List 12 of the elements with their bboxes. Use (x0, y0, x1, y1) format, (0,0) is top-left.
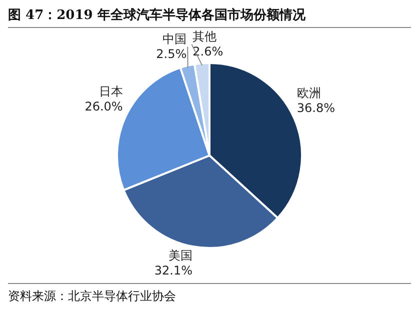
chart-title: 图 47：2019 年全球汽车半导体各国市场份额情况 (8, 6, 411, 28)
data-label: 2.5% (156, 46, 187, 61)
data-label: 26.0% (84, 100, 123, 114)
text: 资料来源：北京半导体行业协会 (8, 283, 411, 305)
slice-label: 日本 (98, 84, 123, 99)
slice-label: 美国 (168, 248, 192, 263)
data-label: 32.1% (154, 264, 192, 278)
slice-label: 中国 (162, 32, 187, 46)
slice-label: 其他 (192, 29, 217, 44)
data-label: 36.8% (296, 101, 336, 116)
data-label: 2.6% (192, 44, 224, 58)
slice-label: 欧洲 (296, 86, 321, 100)
